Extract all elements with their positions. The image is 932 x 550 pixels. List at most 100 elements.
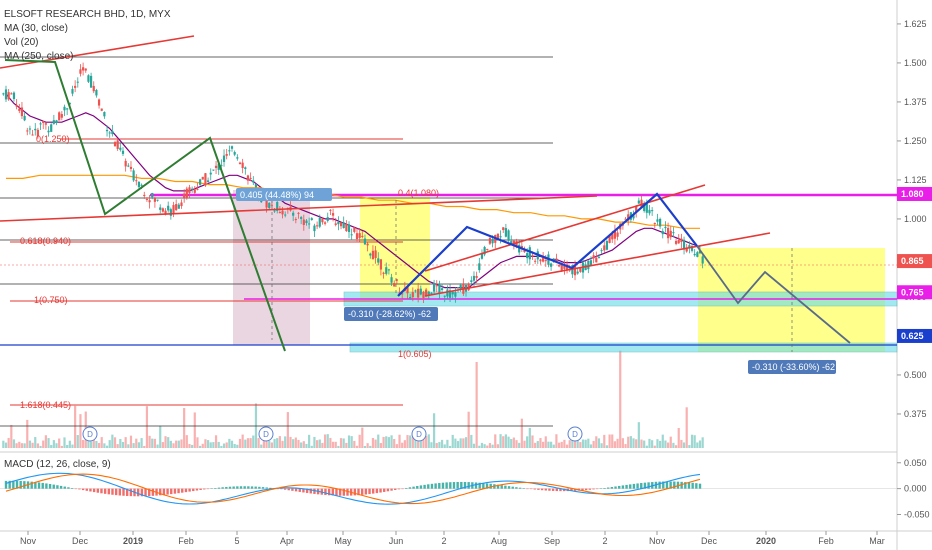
candle-body [28,128,32,130]
volume-bar [698,440,702,448]
chart-labels: 0(1.250) 0.618(0.940) 1(0.750) 1(0.605) 1.61… [20,134,932,410]
macd-histogram-bar [658,481,661,489]
volume-bar [292,439,295,448]
candle-body [270,204,274,206]
macd-histogram-bar [261,487,265,489]
trendline-mid-red [0,195,598,222]
macd-histogram-bar [199,488,202,490]
volume-bar [268,440,271,448]
volume-bar [526,436,529,448]
candle-body [409,297,412,299]
macd-histogram-bar [181,488,184,493]
volume-bar [565,444,569,448]
candle-body [63,106,66,111]
candle-body [611,233,614,240]
candle-body [260,200,263,203]
candle-body [563,265,566,269]
legend-ma30[interactable]: MA (30, close) [4,23,68,34]
measure-label: -0.310 (-28.62%) -62 [348,309,431,319]
volume-bar [419,435,422,448]
candle-body [284,214,287,216]
legend-volume[interactable]: Vol (20) [4,37,39,48]
volume-bar [199,445,202,448]
macd-histogram-bar [684,482,687,489]
volume-bar [579,442,582,448]
candle-body [406,286,409,294]
volume-bar [297,439,300,448]
volume-bar [230,440,234,448]
candle-body [145,198,149,200]
legend-ma250[interactable]: MA (250, close) [4,51,74,62]
candle-body [395,279,398,281]
measure-zone-pink [233,190,310,345]
volume-bar [411,437,414,448]
volume-bar [95,440,98,448]
candle-body [337,221,340,225]
volume-bar [595,436,598,448]
macd-histogram-bar [111,488,114,495]
legend-symbol[interactable]: ELSOFT RESEARCH BHD, 1D, MYX [4,9,171,20]
macd-histogram-bar [540,488,544,491]
macd-histogram-bar [581,488,584,491]
candle-body [589,260,593,266]
macd-histogram-bar [192,488,195,492]
volume-bar [137,442,141,448]
macd-histogram-bar [309,488,312,494]
candle-body [172,205,175,215]
time-tick-label: Feb [818,536,834,546]
volume-bar [552,444,555,448]
candle-body [209,172,212,175]
price-tag [897,254,932,269]
volume-bar [353,440,356,448]
macd-histogram-bar [504,485,507,489]
macd-histogram-bar [100,488,103,494]
volume-bar [127,444,130,448]
ma250-line [6,174,700,229]
candle-body [92,85,95,92]
legend-macd[interactable]: MACD (12, 26, close, 9) [4,459,111,470]
volume-bar [385,436,388,448]
candle-body [504,228,507,237]
candle-body [249,177,252,179]
volume-bar [326,434,329,448]
support-band-lower [349,342,898,353]
volume-bar [674,445,678,448]
volume-bar [193,412,196,448]
volume-bar [600,443,603,448]
volume-bar [79,414,82,448]
candle-body [44,123,47,125]
candle-body [66,108,69,110]
macd-histogram-bar [405,487,408,489]
candle-body [512,240,515,244]
macd-histogram-bar [559,488,562,492]
macd-histogram-bar [537,488,540,490]
volume-bar [238,438,242,448]
macd-histogram-bar [665,481,669,489]
candle-body [297,212,300,214]
macd-histogram-bar [434,483,437,489]
price-tag [897,285,932,300]
macd-histogram-bar [335,488,338,496]
volume-bar [36,443,40,448]
candle-body [587,260,590,270]
candle-body [443,295,446,297]
candle-body [7,92,10,100]
candle-body [363,238,367,245]
macd-histogram-bar [467,482,470,489]
candle-body [661,231,664,235]
volume-bar [20,443,24,448]
candle-body [268,202,271,209]
candle-body [579,268,582,272]
volume-bar [587,438,590,448]
candle-body [371,250,375,260]
volume-bar [403,440,406,448]
macd-histogram-bar [195,488,199,491]
candle-body [390,277,393,283]
volume-bar [172,443,175,448]
volume-bar [542,441,545,448]
candle-body [448,290,452,298]
macd-histogram-bar [8,480,11,489]
volume-bar [60,445,63,448]
candle-body [557,265,561,267]
